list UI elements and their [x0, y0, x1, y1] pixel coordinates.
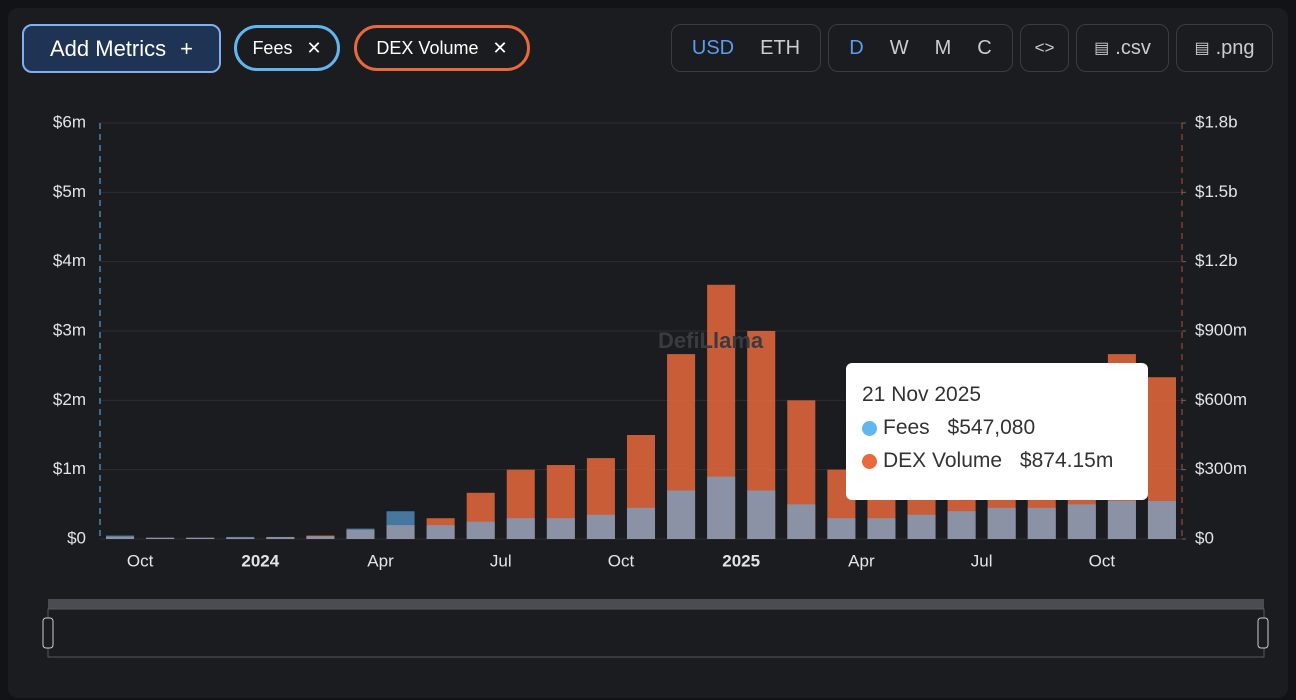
y-tick-label: $5m	[53, 182, 86, 201]
label: DEX Volume	[376, 37, 479, 58]
x-tick-label: Oct	[608, 551, 635, 570]
bar	[186, 537, 215, 539]
x-tick-label: 2025	[722, 551, 760, 570]
bar	[1027, 507, 1056, 539]
bar	[106, 535, 135, 539]
tooltip-date: 21 Nov 2025	[862, 383, 982, 406]
remove: ✕	[306, 37, 322, 58]
bar	[867, 518, 896, 539]
bar	[667, 490, 696, 539]
bar	[1067, 504, 1096, 539]
y2-tick-label: $600m	[1195, 390, 1247, 409]
label: .png	[1215, 36, 1255, 59]
y2-tick-label: $900m	[1195, 320, 1247, 339]
icon: ▤	[1194, 40, 1210, 57]
y2-tick-label: $0	[1195, 528, 1214, 547]
eth[interactable]: ETH	[760, 36, 801, 59]
name: DEX Volume	[883, 449, 1003, 472]
currency-toggle: USD ETH	[671, 24, 821, 72]
label: Fees	[252, 37, 293, 58]
brush-handle[interactable]	[1257, 617, 1269, 649]
x-tick-label: Jul	[490, 551, 512, 570]
bar	[1147, 501, 1176, 539]
y-tick-label: $6m	[53, 112, 86, 131]
x-tick-label: Apr	[848, 551, 875, 570]
dot	[862, 420, 877, 436]
bar	[827, 518, 856, 539]
x-tick-label: Jul	[971, 551, 993, 570]
y2-tick-label: $1.8b	[1195, 112, 1238, 131]
bar	[586, 514, 615, 539]
label: .csv	[1115, 36, 1151, 59]
bar	[747, 490, 776, 539]
y2-tick-label: $1.2b	[1195, 251, 1238, 270]
x-tick-label: Oct	[1089, 551, 1116, 570]
bar	[626, 507, 656, 539]
bar	[266, 536, 295, 539]
y-tick-label: $2m	[53, 390, 86, 409]
volume-chip[interactable]: DEX Volume ✕	[354, 25, 530, 71]
y-tick-label: $4m	[53, 251, 86, 270]
bar	[907, 514, 936, 539]
c[interactable]: C	[977, 36, 992, 59]
bar	[226, 536, 255, 539]
brush-window	[47, 608, 1265, 658]
x-tick-label: 2024	[241, 551, 279, 570]
embed-button[interactable]: <>	[1020, 24, 1069, 72]
bar	[346, 528, 375, 539]
bar	[787, 504, 816, 539]
tooltip-row: DEX Volume $874.15m	[862, 449, 1132, 473]
bar	[1107, 500, 1136, 539]
bar	[707, 476, 736, 539]
y2-tick-label: $1.5b	[1195, 182, 1238, 201]
bar	[947, 511, 976, 539]
y2-tick-label: $300m	[1195, 459, 1247, 478]
bar	[466, 521, 495, 539]
y-tick-label: $0	[67, 528, 86, 547]
m[interactable]: M	[934, 36, 952, 59]
brush-handle[interactable]	[42, 617, 54, 649]
csv-button[interactable]: ▤ .csv	[1076, 24, 1169, 72]
tooltip-row: Fees $547,080	[862, 416, 1132, 440]
remove: ✕	[492, 37, 508, 58]
usd[interactable]: USD	[691, 36, 735, 59]
dot	[862, 453, 877, 469]
value: $547,080	[947, 416, 1036, 439]
bar	[987, 507, 1016, 539]
y-tick-label: $3m	[53, 320, 86, 339]
bar	[306, 536, 335, 539]
fees-chip[interactable]: Fees ✕	[234, 25, 340, 71]
x-tick-label: Apr	[367, 551, 394, 570]
tooltip: 21 Nov 2025 Fees $547,080 DEX Volume $87…	[846, 363, 1148, 500]
png-button[interactable]: ▤ .png	[1176, 24, 1273, 72]
bar	[546, 518, 575, 539]
brush-bar[interactable]	[48, 599, 1264, 609]
bar	[426, 525, 455, 539]
value: $874.15m	[1019, 449, 1114, 472]
watermark: DefiLlama	[658, 328, 764, 353]
bar	[506, 518, 535, 539]
label: Add Metrics	[49, 35, 167, 61]
name: Fees	[883, 416, 930, 439]
icon: ▤	[1094, 40, 1110, 57]
x-tick-label: Oct	[127, 551, 154, 570]
y-tick-label: $1m	[53, 459, 86, 478]
label: <>	[1034, 38, 1055, 57]
add-metrics-button[interactable]: Add Metrics +	[22, 24, 221, 73]
w[interactable]: W	[889, 36, 909, 59]
icon: +	[180, 35, 193, 61]
d[interactable]: D	[849, 36, 864, 59]
bar	[146, 537, 175, 539]
bar	[386, 511, 415, 539]
